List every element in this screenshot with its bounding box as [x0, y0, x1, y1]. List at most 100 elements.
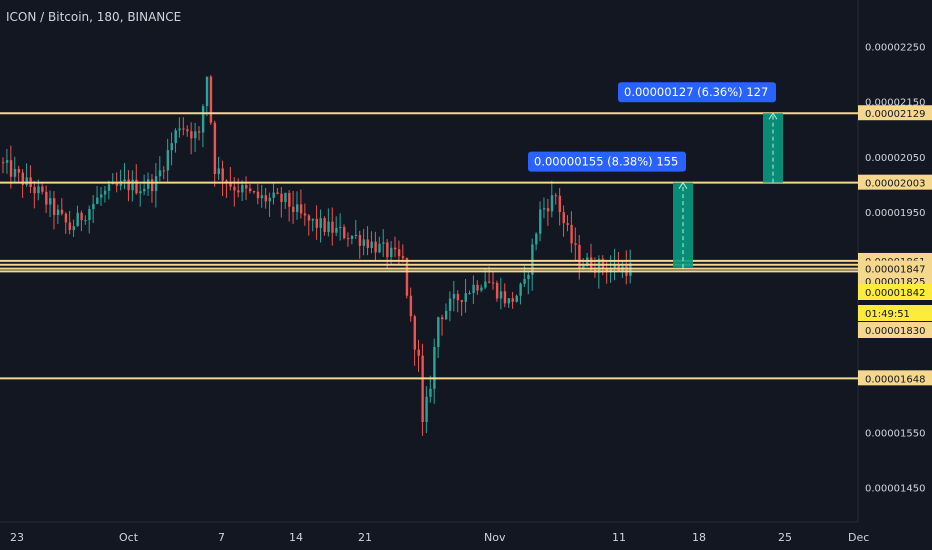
candle-body: [539, 209, 542, 234]
candle-body: [507, 298, 511, 304]
time-tick-label: Dec: [848, 531, 869, 544]
candle-body: [460, 300, 464, 302]
candle-body: [515, 295, 518, 302]
candle-body: [272, 192, 275, 198]
candle-body: [413, 316, 416, 350]
candle-body: [535, 233, 538, 245]
candle-body: [488, 281, 491, 283]
candle-body: [233, 186, 236, 191]
candle-body: [527, 274, 530, 280]
price-tick-label: 0.00002150: [865, 98, 925, 109]
candle-body: [339, 226, 342, 228]
candle-body: [76, 212, 79, 227]
candle-body: [358, 235, 362, 246]
candle-body: [335, 227, 338, 233]
candle-body: [476, 284, 479, 291]
candle-body: [52, 198, 56, 216]
level-label-box: [858, 105, 932, 121]
time-tick-label: 14: [289, 531, 303, 544]
candle-body: [174, 130, 177, 144]
candle-body: [354, 235, 358, 237]
candle-body: [252, 191, 256, 193]
time-tick-label: 18: [692, 531, 706, 544]
candle-body: [378, 243, 381, 253]
candle-body: [33, 187, 36, 194]
candle-body: [217, 168, 220, 175]
candle-body: [13, 168, 17, 177]
candle-body: [194, 131, 197, 139]
candle-body: [444, 310, 448, 320]
candle-body: [429, 388, 432, 397]
candle-body: [241, 184, 244, 193]
candle-body: [268, 197, 271, 202]
measurement-arrow-head: [678, 181, 688, 189]
level-label-text: 0.00001825: [865, 277, 925, 288]
candle-body: [147, 179, 150, 189]
candle-body: [56, 209, 60, 216]
candle-body: [433, 346, 436, 389]
level-label-text: 0.00001648: [865, 374, 925, 385]
measurement-range: [763, 113, 783, 183]
measurement-label-text: 0.00000127 (6.36%) 127: [624, 85, 768, 99]
candle-body: [311, 218, 315, 221]
candle-body: [248, 188, 252, 192]
candle-body: [21, 172, 24, 185]
candle-body: [401, 256, 405, 259]
candle-body: [209, 76, 213, 123]
candle-body: [17, 168, 21, 173]
candle-body: [245, 184, 248, 189]
candle-body: [131, 179, 134, 191]
candle-body: [492, 282, 495, 284]
candle-body: [37, 186, 40, 194]
candle-body: [370, 241, 373, 249]
candle-body: [276, 192, 279, 194]
candle-body: [601, 258, 605, 269]
measurement-label-box: [528, 151, 686, 172]
candle-body: [45, 191, 48, 205]
candle-body: [299, 204, 303, 214]
candle-body: [307, 215, 311, 221]
candle-body: [566, 223, 569, 225]
candle-body: [425, 396, 428, 422]
candle-body: [448, 298, 452, 311]
candle-body: [484, 281, 487, 288]
candle-body: [100, 194, 103, 198]
candle-body: [96, 197, 99, 204]
candle-body: [452, 293, 456, 299]
candle-body: [315, 218, 318, 228]
candle-body: [41, 186, 44, 192]
candle-body: [362, 239, 366, 246]
candle-body: [303, 213, 307, 216]
candle-body: [605, 268, 609, 272]
candle-body: [394, 247, 397, 250]
level-label-text: 0.00002129: [865, 109, 925, 120]
candle-body: [170, 143, 173, 151]
candle-body: [178, 128, 181, 131]
candle-body: [531, 244, 534, 275]
level-label-box: [858, 370, 932, 386]
time-tick-label: 25: [778, 531, 792, 544]
candle-body: [519, 283, 522, 296]
candle-body: [213, 122, 217, 175]
candle-body: [570, 224, 573, 244]
candle-body: [237, 190, 240, 193]
candle-body: [296, 204, 299, 212]
time-tick-label: 11: [612, 531, 626, 544]
candle-body: [472, 284, 475, 293]
special-label-text: 0.00001830: [865, 326, 925, 337]
candle-body: [103, 190, 107, 195]
candle-body: [256, 191, 260, 199]
candle-body: [264, 195, 268, 202]
price-tick-label: 0.00002050: [865, 153, 925, 164]
candle-body: [260, 195, 264, 199]
candle-body: [468, 292, 471, 294]
candle-body: [542, 208, 546, 210]
measurement-label-box: [618, 82, 776, 103]
candle-body: [421, 355, 424, 422]
candle-body: [5, 160, 9, 163]
candle-body: [331, 221, 334, 233]
candle-body: [327, 221, 330, 232]
candle-body: [158, 170, 162, 177]
level-label-text: 0.00002003: [865, 179, 925, 190]
